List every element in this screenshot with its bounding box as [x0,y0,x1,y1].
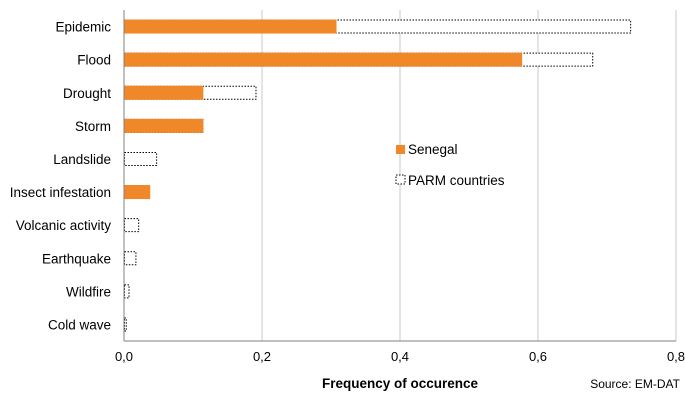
bar-parm-wildfire [124,284,130,299]
legend-label-senegal: Senegal [408,142,458,157]
category-label: Flood [77,53,111,68]
bars [124,19,632,332]
category-label: Epidemic [55,20,111,35]
legend-swatch-senegal [396,145,405,154]
source-annotation: Source: EM-DAT [590,377,680,391]
x-tick-label: 0,0 [115,349,133,364]
category-label: Landslide [53,152,111,167]
category-label: Storm [75,119,111,134]
bar-senegal-insect-infestation [124,185,151,200]
bar-senegal-epidemic [124,19,337,34]
legend-swatch-parm [395,174,406,185]
x-axis-title: Frequency of occurence [322,376,479,391]
x-tick-label: 0,8 [667,349,685,364]
category-label: Earthquake [42,251,111,266]
category-label: Cold wave [48,317,111,332]
bar-parm-volcanic-activity [124,218,140,233]
bar-senegal-flood [124,52,523,67]
bar-senegal-drought [124,85,204,100]
bar-parm-earthquake [124,251,137,266]
x-tick-label: 0,6 [529,349,547,364]
category-labels: Epidemic Flood Drought Storm Landslide Insect… [10,20,112,333]
legend: Senegal PARM countries [395,142,505,188]
x-tick-labels: 0,0 0,2 0,4 0,6 0,8 [115,349,685,364]
bar-parm-landslide [124,151,158,166]
x-tick-label: 0,4 [391,349,409,364]
category-label: Insect infestation [10,185,111,200]
category-label: Wildfire [66,284,111,299]
x-tick-label: 0,2 [253,349,271,364]
legend-label-parm: PARM countries [408,173,505,188]
bar-parm-cold-wave [124,317,127,332]
category-label: Drought [63,86,111,101]
bar-senegal-storm [124,118,204,133]
category-label: Volcanic activity [16,218,112,233]
